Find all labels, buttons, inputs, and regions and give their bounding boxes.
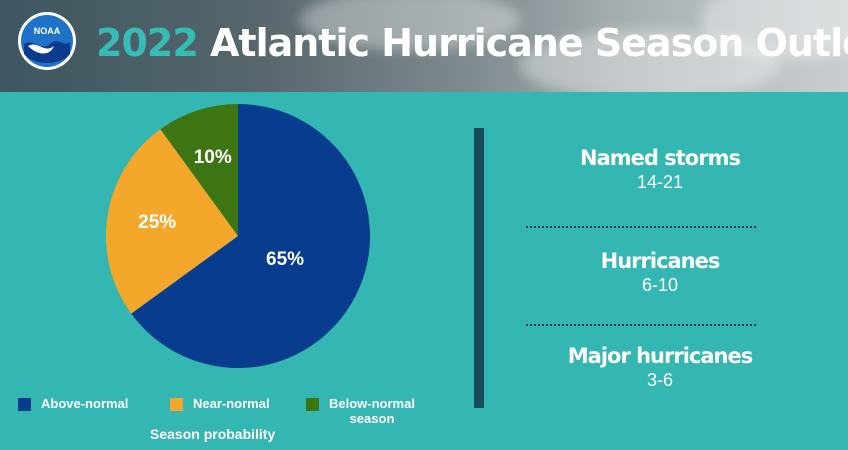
stat-named-storms: Named storms 14-21 [560,146,760,193]
stat-label-hurricanes: Hurricanes [600,249,721,273]
pie-chart [105,104,370,368]
chart-caption: Season probability [150,426,276,442]
title-text: Atlantic Hurricane Season Outlook [210,21,848,65]
legend-label-below-line2: season [349,411,395,426]
pie-slice-near-normal [105,129,238,314]
slice-label-above-normal: 65% [266,248,305,270]
stat-label-named-storms: Named storms [580,146,741,170]
legend-label-below-line1: Below-normal [329,396,415,411]
legend-item-near-normal: Near-normal [170,396,270,411]
cloud-decoration [520,30,780,92]
stat-major-hurricanes: Major hurricanes 3-6 [560,344,760,391]
vertical-divider [474,128,484,408]
logo-text: NOAA [34,26,61,36]
legend-label-above-normal: Above-normal [41,396,129,411]
legend-swatch-above-normal [18,398,31,411]
legend-item-above-normal: Above-normal [18,396,128,411]
legend-item-below-normal: Below-normal season [306,396,415,426]
pie-slice-above-normal [131,104,370,368]
stat-value-named-storms: 14-21 [636,172,684,192]
noaa-logo: NOAA [18,12,76,70]
stat-label-major-hurricanes: Major hurricanes [567,344,753,368]
page-title: 2022 Atlantic Hurricane Season Outlook [96,6,848,80]
pie-slice-below-normal [160,104,238,236]
slice-label-below-normal: 10% [193,147,232,169]
dotted-separator [526,226,756,228]
header-banner: NOAA 2022 Atlantic Hurricane Season Outl… [0,0,848,92]
cloud-decoration [300,0,520,50]
legend-swatch-below-normal [306,398,319,411]
slice-label-near-normal: 25% [138,212,177,234]
stat-hurricanes: Hurricanes 6-10 [560,249,760,296]
legend-label-below-normal: Below-normal season [329,396,415,426]
noaa-logo-icon: NOAA [21,15,73,67]
legend-swatch-near-normal [170,398,183,411]
dotted-separator [526,324,756,326]
stat-value-hurricanes: 6-10 [641,275,679,295]
title-year: 2022 [96,21,199,65]
legend-label-near-normal: Near-normal [193,396,270,411]
stat-value-major-hurricanes: 3-6 [646,370,673,390]
